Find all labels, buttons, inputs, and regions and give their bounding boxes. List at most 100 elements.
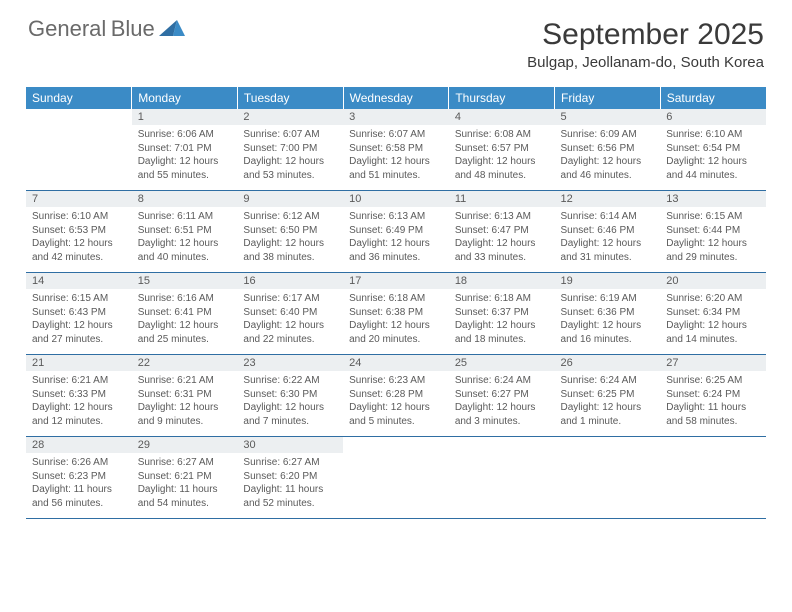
day-content: Sunrise: 6:27 AMSunset: 6:20 PMDaylight:… xyxy=(237,453,343,519)
day-line: Sunrise: 6:16 AM xyxy=(138,292,232,306)
day-content: Sunrise: 6:20 AMSunset: 6:34 PMDaylight:… xyxy=(660,289,766,355)
day-line: Sunrise: 6:25 AM xyxy=(666,374,760,388)
day-content: Sunrise: 6:16 AMSunset: 6:41 PMDaylight:… xyxy=(132,289,238,355)
day-line: and 29 minutes. xyxy=(666,251,760,265)
day-line: Daylight: 12 hours xyxy=(561,319,655,333)
day-line: Daylight: 11 hours xyxy=(243,483,337,497)
day-content: Sunrise: 6:08 AMSunset: 6:57 PMDaylight:… xyxy=(449,125,555,191)
day-line: Sunrise: 6:07 AM xyxy=(243,128,337,142)
day-number: 5 xyxy=(555,109,661,125)
day-line: Sunset: 6:53 PM xyxy=(32,224,126,238)
day-line: Daylight: 12 hours xyxy=(349,319,443,333)
day-line: Sunset: 6:30 PM xyxy=(243,388,337,402)
day-number: 12 xyxy=(555,191,661,208)
day-number: 7 xyxy=(26,191,132,208)
day-line: Sunrise: 6:07 AM xyxy=(349,128,443,142)
day-line: Daylight: 12 hours xyxy=(138,319,232,333)
day-line: Sunset: 6:49 PM xyxy=(349,224,443,238)
day-line: Sunrise: 6:06 AM xyxy=(138,128,232,142)
day-content: Sunrise: 6:19 AMSunset: 6:36 PMDaylight:… xyxy=(555,289,661,355)
day-number xyxy=(449,437,555,454)
day-line: Daylight: 12 hours xyxy=(32,237,126,251)
day-line: and 25 minutes. xyxy=(138,333,232,347)
day-content xyxy=(555,453,661,519)
day-line: Sunset: 7:00 PM xyxy=(243,142,337,156)
day-line: Daylight: 12 hours xyxy=(138,237,232,251)
day-line: and 38 minutes. xyxy=(243,251,337,265)
day-line: and 18 minutes. xyxy=(455,333,549,347)
day-line: Daylight: 12 hours xyxy=(243,401,337,415)
day-line: Sunset: 6:54 PM xyxy=(666,142,760,156)
logo-line2: Blue xyxy=(111,16,155,41)
day-line: and 12 minutes. xyxy=(32,415,126,429)
day-content: Sunrise: 6:11 AMSunset: 6:51 PMDaylight:… xyxy=(132,207,238,273)
day-content: Sunrise: 6:18 AMSunset: 6:38 PMDaylight:… xyxy=(343,289,449,355)
day-number: 17 xyxy=(343,273,449,290)
day-content: Sunrise: 6:10 AMSunset: 6:53 PMDaylight:… xyxy=(26,207,132,273)
day-number: 2 xyxy=(237,109,343,125)
day-line: and 22 minutes. xyxy=(243,333,337,347)
day-line: and 48 minutes. xyxy=(455,169,549,183)
day-header: Wednesday xyxy=(343,87,449,109)
logo: General Blue xyxy=(28,18,185,41)
day-number: 16 xyxy=(237,273,343,290)
day-line: Sunrise: 6:13 AM xyxy=(455,210,549,224)
day-line: Sunset: 6:50 PM xyxy=(243,224,337,238)
day-line: Sunrise: 6:09 AM xyxy=(561,128,655,142)
day-line: Daylight: 12 hours xyxy=(243,155,337,169)
day-line: and 51 minutes. xyxy=(349,169,443,183)
day-line: and 56 minutes. xyxy=(32,497,126,511)
day-number: 6 xyxy=(660,109,766,125)
day-number: 11 xyxy=(449,191,555,208)
day-line: Sunset: 6:34 PM xyxy=(666,306,760,320)
day-number: 23 xyxy=(237,355,343,372)
day-line: Daylight: 12 hours xyxy=(32,401,126,415)
day-line: Sunrise: 6:18 AM xyxy=(349,292,443,306)
day-line: Daylight: 11 hours xyxy=(32,483,126,497)
day-content: Sunrise: 6:22 AMSunset: 6:30 PMDaylight:… xyxy=(237,371,343,437)
day-line: Sunrise: 6:24 AM xyxy=(455,374,549,388)
day-line: and 53 minutes. xyxy=(243,169,337,183)
day-line: and 14 minutes. xyxy=(666,333,760,347)
day-line: Daylight: 12 hours xyxy=(455,401,549,415)
day-line: Sunset: 6:38 PM xyxy=(349,306,443,320)
day-number: 25 xyxy=(449,355,555,372)
daynum-row: 14151617181920 xyxy=(26,273,766,290)
day-line: Sunrise: 6:24 AM xyxy=(561,374,655,388)
day-line: and 54 minutes. xyxy=(138,497,232,511)
day-line: Daylight: 11 hours xyxy=(138,483,232,497)
day-number: 18 xyxy=(449,273,555,290)
day-content: Sunrise: 6:24 AMSunset: 6:25 PMDaylight:… xyxy=(555,371,661,437)
day-line: Sunset: 6:51 PM xyxy=(138,224,232,238)
day-line: Sunrise: 6:10 AM xyxy=(666,128,760,142)
day-line: Sunset: 6:28 PM xyxy=(349,388,443,402)
day-content: Sunrise: 6:07 AMSunset: 7:00 PMDaylight:… xyxy=(237,125,343,191)
day-line: and 9 minutes. xyxy=(138,415,232,429)
day-number: 9 xyxy=(237,191,343,208)
day-line: Sunset: 7:01 PM xyxy=(138,142,232,156)
day-content: Sunrise: 6:17 AMSunset: 6:40 PMDaylight:… xyxy=(237,289,343,355)
day-line: Sunrise: 6:15 AM xyxy=(666,210,760,224)
day-header: Sunday xyxy=(26,87,132,109)
day-line: Daylight: 12 hours xyxy=(666,237,760,251)
content-row: Sunrise: 6:10 AMSunset: 6:53 PMDaylight:… xyxy=(26,207,766,273)
day-number: 10 xyxy=(343,191,449,208)
day-line: Sunrise: 6:21 AM xyxy=(138,374,232,388)
day-line: Sunset: 6:36 PM xyxy=(561,306,655,320)
day-number: 15 xyxy=(132,273,238,290)
day-content: Sunrise: 6:15 AMSunset: 6:44 PMDaylight:… xyxy=(660,207,766,273)
day-content: Sunrise: 6:13 AMSunset: 6:49 PMDaylight:… xyxy=(343,207,449,273)
day-header: Tuesday xyxy=(237,87,343,109)
day-line: Sunset: 6:37 PM xyxy=(455,306,549,320)
day-content: Sunrise: 6:07 AMSunset: 6:58 PMDaylight:… xyxy=(343,125,449,191)
day-content: Sunrise: 6:06 AMSunset: 7:01 PMDaylight:… xyxy=(132,125,238,191)
day-line: Sunset: 6:44 PM xyxy=(666,224,760,238)
day-content: Sunrise: 6:13 AMSunset: 6:47 PMDaylight:… xyxy=(449,207,555,273)
day-content: Sunrise: 6:12 AMSunset: 6:50 PMDaylight:… xyxy=(237,207,343,273)
day-line: Sunset: 6:58 PM xyxy=(349,142,443,156)
day-content: Sunrise: 6:25 AMSunset: 6:24 PMDaylight:… xyxy=(660,371,766,437)
logo-line1: General xyxy=(28,16,106,41)
day-line: and 58 minutes. xyxy=(666,415,760,429)
day-number: 13 xyxy=(660,191,766,208)
day-line: and 7 minutes. xyxy=(243,415,337,429)
